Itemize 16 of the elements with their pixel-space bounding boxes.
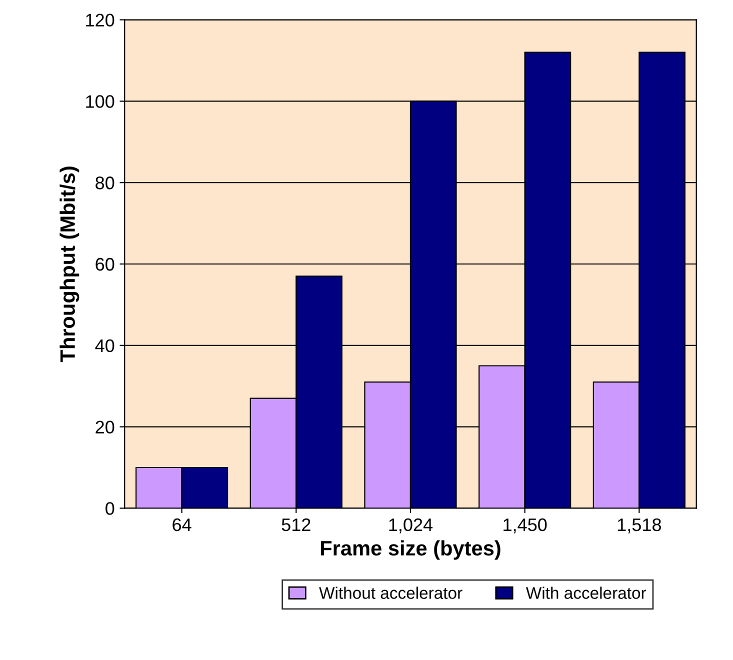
x-tick-label: 1,450 [504, 518, 547, 534]
legend-label: With accelerator [526, 586, 646, 599]
y-tick-label: 100 [86, 95, 114, 108]
y-tick-label: 0 [106, 502, 114, 515]
y-tick-label: 120 [86, 14, 114, 27]
y-axis-title: Throughput (Mbit/s) [60, 166, 80, 362]
x-tick-label: 1,024 [389, 518, 433, 534]
x-tick-label: 512 [282, 518, 310, 532]
x-tick-label: 64 [172, 518, 192, 532]
x-axis-title: Frame size (bytes) [320, 540, 500, 560]
y-tick-label: 60 [96, 258, 114, 271]
y-tick-label: 20 [96, 420, 114, 434]
y-tick-label: 80 [96, 176, 114, 190]
x-tick-label: 1,518 [618, 518, 661, 534]
y-tick-label: 40 [95, 339, 114, 352]
legend-label: Without accelerator [319, 586, 462, 599]
